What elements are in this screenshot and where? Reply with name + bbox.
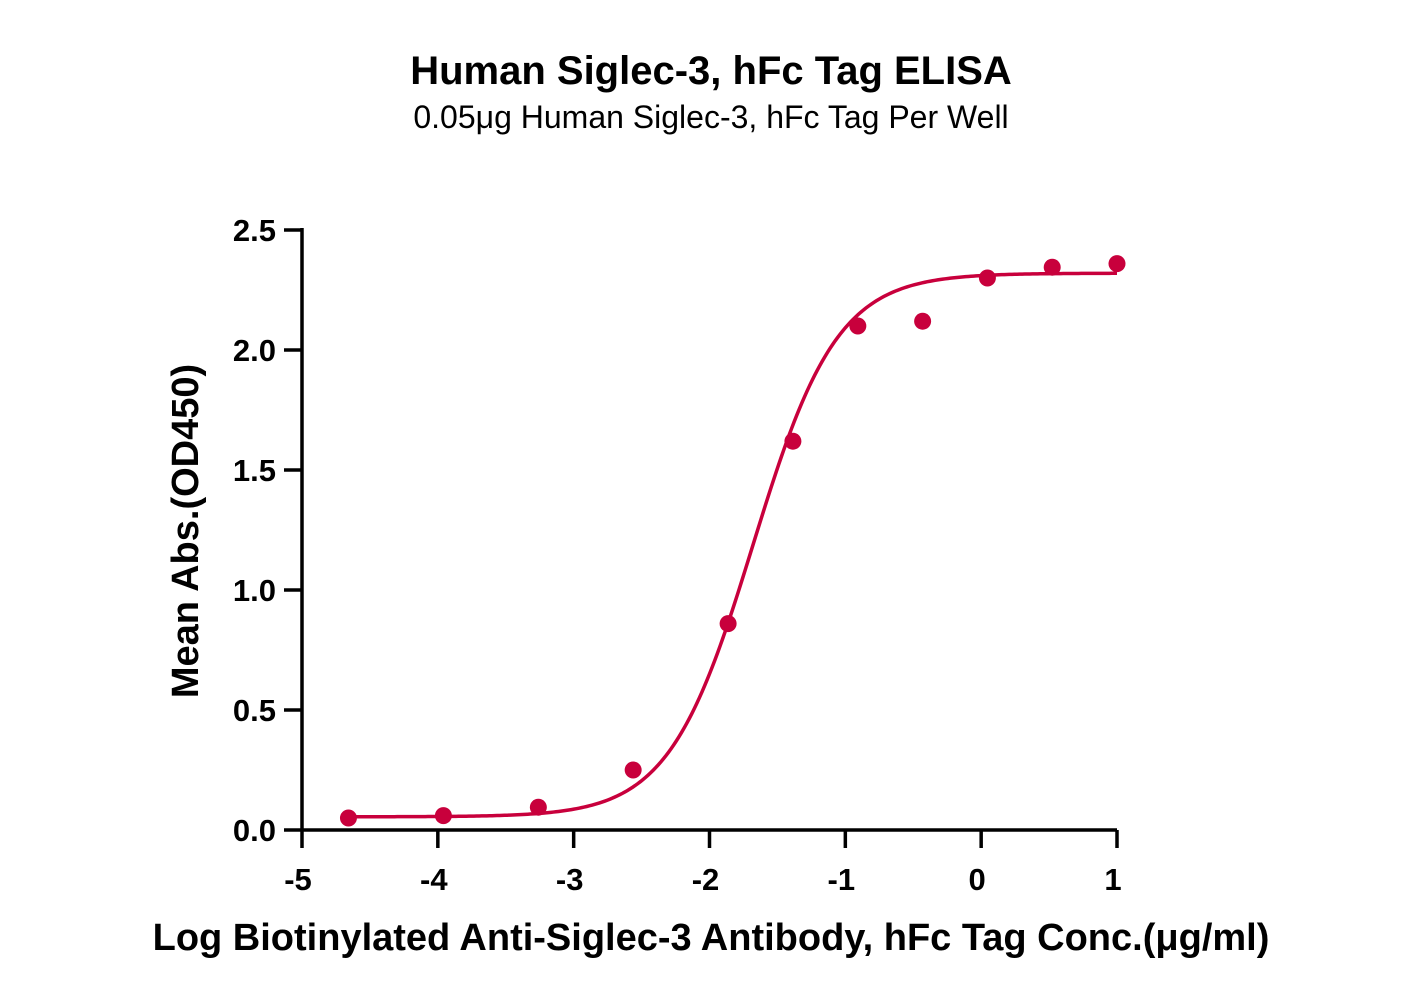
y-tick-label: 0.0 [233, 813, 276, 848]
x-tick-label: 1 [1104, 862, 1121, 897]
y-tick-label: 1.0 [233, 573, 276, 608]
data-point [719, 615, 737, 633]
y-tick-label: 2.5 [233, 213, 276, 248]
data-point [1108, 255, 1126, 273]
data-point [529, 798, 547, 816]
x-tick-label: -3 [556, 862, 584, 897]
y-axis-label: Mean Abs.(OD450) [165, 364, 207, 698]
fit-curve [348, 271, 1117, 819]
data-point [849, 317, 867, 335]
y-tick-label: 1.5 [233, 453, 276, 488]
x-tick-label: -4 [420, 862, 448, 897]
data-point [1043, 258, 1061, 276]
chart-title: Human Siglec-3, hFc Tag ELISA [410, 49, 1012, 93]
y-axis: 0.0 0.5 1.0 1.5 2.0 2.5 [233, 213, 304, 848]
x-axis: -5 -4 -3 -2 -1 0 1 [284, 828, 1122, 897]
data-point [624, 761, 642, 779]
x-tick-label: 0 [969, 862, 986, 897]
data-point [434, 807, 452, 825]
x-tick-label: -1 [828, 862, 856, 897]
y-tick-label: 0.5 [233, 693, 276, 728]
data-point [914, 312, 932, 330]
data-point [784, 432, 802, 450]
chart-subtitle: 0.05μg Human Siglec-3, hFc Tag Per Well [413, 99, 1008, 135]
data-points [339, 255, 1126, 827]
x-axis-label: Log Biotinylated Anti-Siglec-3 Antibody,… [153, 917, 1270, 959]
x-tick-label: -5 [284, 862, 312, 897]
x-tick-label: -2 [692, 862, 720, 897]
data-point [339, 809, 357, 827]
y-tick-label: 2.0 [233, 333, 276, 368]
data-point [978, 269, 996, 287]
